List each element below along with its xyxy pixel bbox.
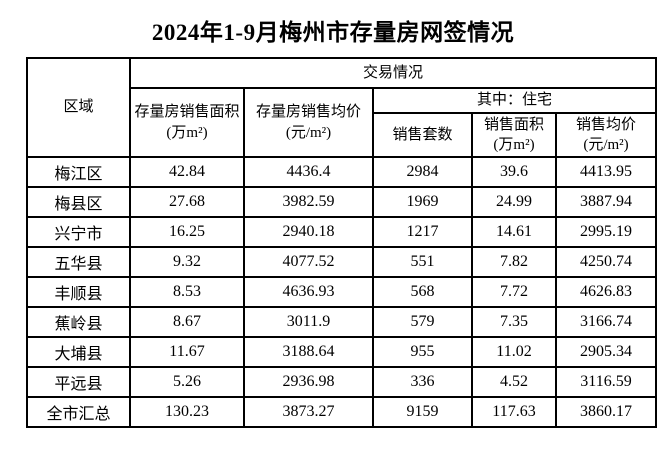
cell-res-price: 4413.95 bbox=[555, 156, 657, 188]
cell-res-price: 3860.17 bbox=[555, 396, 657, 428]
stock-housing-table: 区域 交易情况 存量房销售面积 (万m²) 存量房销售均价 (元/m²) 其中：住宅… bbox=[26, 57, 657, 428]
cell-stock-price: 3982.59 bbox=[243, 186, 374, 218]
header-res-area: 销售面积 (万m²) bbox=[471, 112, 557, 158]
header-res-price-label: 销售均价 bbox=[575, 116, 636, 133]
cell-stock-price: 3188.64 bbox=[243, 336, 374, 368]
cell-res-area: 4.52 bbox=[471, 366, 557, 398]
table-row: 梅江区 42.84 4436.4 2984 39.6 4413.95 bbox=[26, 156, 657, 188]
table-row-total: 全市汇总 130.23 3873.27 9159 117.63 3860.17 bbox=[26, 396, 657, 428]
cell-res-price: 3166.74 bbox=[555, 306, 657, 338]
table-row: 平远县 5.26 2936.98 336 4.52 3116.59 bbox=[26, 366, 657, 398]
cell-stock-area: 9.32 bbox=[129, 246, 245, 278]
cell-stock-area: 8.53 bbox=[129, 276, 245, 308]
header-stock-price: 存量房销售均价 (元/m²) bbox=[243, 87, 374, 158]
cell-res-price: 3116.59 bbox=[555, 366, 657, 398]
table-row: 兴宁市 16.25 2940.18 1217 14.61 2995.19 bbox=[26, 216, 657, 248]
cell-region: 五华县 bbox=[26, 246, 131, 278]
table-row: 蕉岭县 8.67 3011.9 579 7.35 3166.74 bbox=[26, 306, 657, 338]
table-header: 区域 交易情况 存量房销售面积 (万m²) 存量房销售均价 (元/m²) 其中：住宅… bbox=[26, 57, 657, 158]
cell-region: 梅县区 bbox=[26, 186, 131, 218]
cell-stock-area: 130.23 bbox=[129, 396, 245, 428]
cell-stock-price: 2940.18 bbox=[243, 216, 374, 248]
cell-region: 蕉岭县 bbox=[26, 306, 131, 338]
cell-region: 平远县 bbox=[26, 366, 131, 398]
cell-stock-price: 4436.4 bbox=[243, 156, 374, 188]
cell-region: 梅江区 bbox=[26, 156, 131, 188]
cell-units-sold: 336 bbox=[372, 366, 473, 398]
cell-region: 大埔县 bbox=[26, 336, 131, 368]
cell-res-area: 24.99 bbox=[471, 186, 557, 218]
header-transaction-group: 交易情况 bbox=[129, 57, 657, 89]
cell-res-price: 2905.34 bbox=[555, 336, 657, 368]
cell-region: 丰顺县 bbox=[26, 276, 131, 308]
cell-units-sold: 955 bbox=[372, 336, 473, 368]
header-res-price: 销售均价 (元/m²) bbox=[555, 112, 657, 158]
header-stock-price-label: 存量房销售均价 bbox=[255, 104, 361, 121]
cell-res-price: 4250.74 bbox=[555, 246, 657, 278]
table-row: 大埔县 11.67 3188.64 955 11.02 2905.34 bbox=[26, 336, 657, 368]
header-stock-area: 存量房销售面积 (万m²) bbox=[129, 87, 245, 158]
cell-units-sold: 9159 bbox=[372, 396, 473, 428]
header-res-price-unit: (元/m²) bbox=[583, 137, 629, 153]
cell-stock-area: 16.25 bbox=[129, 216, 245, 248]
cell-stock-area: 5.26 bbox=[129, 366, 245, 398]
header-row-2: 存量房销售面积 (万m²) 存量房销售均价 (元/m²) 其中：住宅 bbox=[27, 87, 657, 158]
cell-units-sold: 2984 bbox=[372, 156, 473, 188]
header-res-area-label: 销售面积 bbox=[483, 116, 544, 133]
cell-region: 全市汇总 bbox=[26, 396, 131, 428]
header-stock-area-unit: (万m²) bbox=[166, 124, 208, 141]
header-res-area-unit: (万m²) bbox=[493, 137, 535, 153]
cell-res-area: 7.82 bbox=[471, 246, 557, 278]
cell-res-area: 11.02 bbox=[471, 336, 557, 368]
header-region: 区域 bbox=[26, 57, 131, 158]
cell-res-price: 3887.94 bbox=[555, 186, 657, 218]
table-row: 丰顺县 8.53 4636.93 568 7.72 4626.83 bbox=[26, 276, 657, 308]
table-body: 梅江区 42.84 4436.4 2984 39.6 4413.95 梅县区 2… bbox=[26, 156, 657, 428]
cell-units-sold: 551 bbox=[372, 246, 473, 278]
cell-res-area: 39.6 bbox=[471, 156, 557, 188]
cell-units-sold: 568 bbox=[372, 276, 473, 308]
cell-res-area: 117.63 bbox=[471, 396, 557, 428]
header-stock-area-label: 存量房销售面积 bbox=[134, 104, 240, 121]
cell-stock-price: 4077.52 bbox=[243, 246, 374, 278]
header-residential-group: 其中：住宅 bbox=[372, 87, 657, 114]
header-row-1: 区域 交易情况 bbox=[26, 57, 657, 158]
header-stock-price-unit: (元/m²) bbox=[285, 124, 332, 141]
cell-res-area: 7.72 bbox=[471, 276, 557, 308]
cell-stock-area: 8.67 bbox=[129, 306, 245, 338]
cell-region: 兴宁市 bbox=[26, 216, 131, 248]
cell-res-price: 2995.19 bbox=[555, 216, 657, 248]
cell-stock-price: 3011.9 bbox=[243, 306, 374, 338]
header-row-3: 销售套数 销售面积 (万m²) 销售均价 (元/m²) bbox=[27, 112, 657, 158]
cell-units-sold: 1217 bbox=[372, 216, 473, 248]
cell-units-sold: 1969 bbox=[372, 186, 473, 218]
cell-stock-price: 3873.27 bbox=[243, 396, 374, 428]
page-title: 2024年1-9月梅州市存量房网签情况 bbox=[151, 20, 515, 45]
cell-res-area: 14.61 bbox=[471, 216, 557, 248]
table-row: 五华县 9.32 4077.52 551 7.82 4250.74 bbox=[26, 246, 657, 278]
cell-stock-area: 27.68 bbox=[129, 186, 245, 218]
table-row: 梅县区 27.68 3982.59 1969 24.99 3887.94 bbox=[26, 186, 657, 218]
cell-units-sold: 579 bbox=[372, 306, 473, 338]
cell-res-price: 4626.83 bbox=[555, 276, 657, 308]
cell-stock-price: 2936.98 bbox=[243, 366, 374, 398]
header-units-sold: 销售套数 bbox=[372, 112, 473, 158]
cell-res-area: 7.35 bbox=[471, 306, 557, 338]
cell-stock-price: 4636.93 bbox=[243, 276, 374, 308]
cell-stock-area: 42.84 bbox=[129, 156, 245, 188]
cell-stock-area: 11.67 bbox=[129, 336, 245, 368]
